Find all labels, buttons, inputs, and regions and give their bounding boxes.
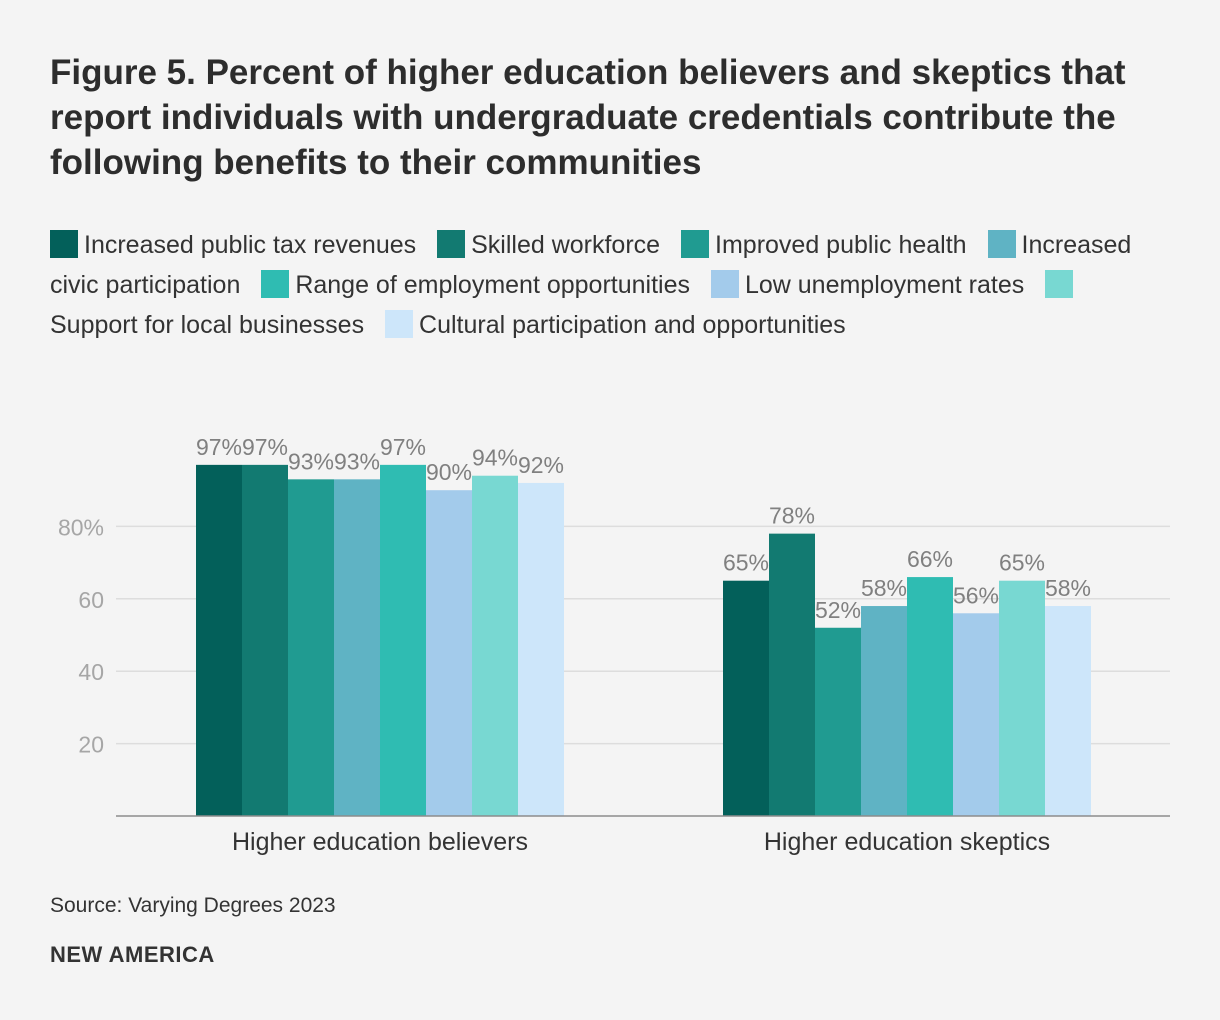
bar bbox=[999, 580, 1045, 816]
source-note: Source: Varying Degrees 2023 bbox=[50, 894, 336, 917]
data-label: 65% bbox=[723, 550, 769, 576]
legend-label: Low unemployment rates bbox=[744, 271, 1025, 299]
legend-swatch bbox=[385, 310, 414, 338]
bar bbox=[426, 490, 472, 816]
legend-item: Improved public health bbox=[681, 230, 967, 259]
data-label: 66% bbox=[907, 546, 953, 572]
chart-title: Figure 5. Percent of higher education be… bbox=[50, 53, 1126, 182]
legend-item: Range of employment opportunities bbox=[261, 270, 690, 299]
legend-swatch bbox=[987, 230, 1016, 258]
bar bbox=[723, 580, 769, 816]
data-label: 78% bbox=[769, 503, 815, 529]
data-label: 93% bbox=[288, 448, 334, 474]
legend-swatch bbox=[1045, 270, 1074, 298]
bar bbox=[242, 464, 288, 816]
legend-item: Low unemployment rates bbox=[710, 270, 1025, 299]
x-tick-label: Higher education skeptics bbox=[764, 828, 1050, 856]
legend-item: Increased public tax revenues bbox=[50, 230, 417, 259]
legend-item: Skilled workforce bbox=[437, 230, 661, 259]
legend-swatch bbox=[261, 270, 290, 298]
bar bbox=[380, 464, 426, 816]
data-label: 56% bbox=[953, 582, 999, 608]
data-label: 65% bbox=[999, 550, 1045, 576]
legend-label: Improved public health bbox=[715, 231, 967, 259]
data-label: 97% bbox=[380, 434, 426, 460]
legend-swatch bbox=[437, 230, 466, 258]
legend-label: Support for local businesses bbox=[50, 311, 365, 339]
y-tick-label: 80% bbox=[58, 514, 104, 540]
data-label: 90% bbox=[426, 459, 472, 485]
legend-label: Increased public tax revenues bbox=[84, 231, 417, 259]
legend-item: Support for local businesses bbox=[50, 270, 1079, 339]
bar bbox=[334, 479, 380, 816]
x-tick-label: Higher education believers bbox=[232, 828, 528, 856]
legend-label: Range of employment opportunities bbox=[295, 271, 690, 299]
bar bbox=[1045, 606, 1091, 816]
legend-swatch bbox=[710, 270, 739, 298]
data-label: 58% bbox=[861, 575, 907, 601]
bar bbox=[196, 464, 242, 816]
legend-swatch bbox=[50, 230, 78, 258]
data-label: 97% bbox=[196, 434, 242, 460]
y-tick-label: 40 bbox=[78, 659, 104, 685]
legend-item: Cultural participation and opportunities bbox=[385, 310, 846, 339]
data-label: 52% bbox=[815, 597, 861, 623]
legend-label: Cultural participation and opportunities bbox=[419, 311, 846, 339]
data-label: 97% bbox=[242, 434, 288, 460]
legend-label: Skilled workforce bbox=[471, 231, 661, 259]
brand-logo: NEW AMERICA bbox=[50, 942, 215, 967]
bar bbox=[861, 606, 907, 816]
y-tick-label: 60 bbox=[78, 587, 104, 613]
bar bbox=[472, 475, 518, 816]
bar bbox=[518, 482, 564, 816]
data-label: 58% bbox=[1045, 575, 1091, 601]
bar bbox=[288, 479, 334, 816]
data-label: 93% bbox=[334, 448, 380, 474]
bar bbox=[907, 577, 953, 816]
y-tick-label: 20 bbox=[78, 732, 104, 758]
legend-swatch bbox=[681, 230, 710, 258]
bar bbox=[769, 533, 815, 816]
legend-label: Increased civic participation bbox=[50, 231, 1132, 299]
data-label: 94% bbox=[472, 445, 518, 471]
bar bbox=[815, 627, 861, 816]
legend: Increased public tax revenues Skilled wo… bbox=[50, 225, 1160, 345]
data-label: 92% bbox=[518, 452, 564, 478]
legend-item: Increased civic participation bbox=[50, 230, 1132, 299]
bar bbox=[953, 613, 999, 816]
